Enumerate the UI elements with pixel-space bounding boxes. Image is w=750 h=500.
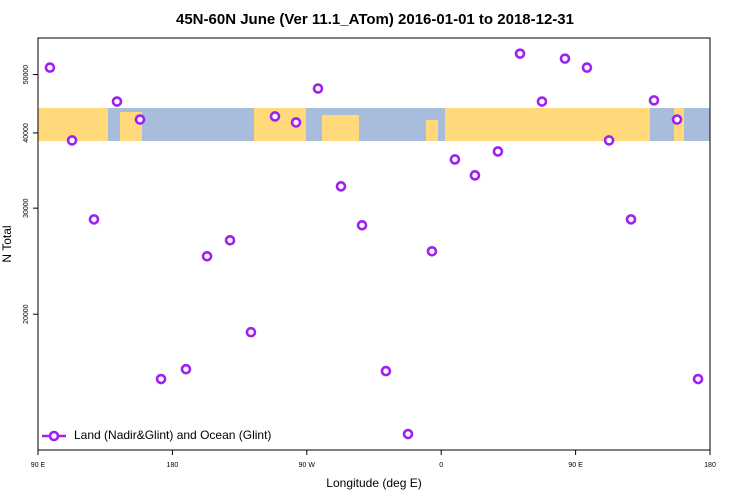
point <box>559 53 571 64</box>
y-tick-label: 20000 <box>23 304 30 324</box>
x-tick-label: 180 <box>704 462 716 469</box>
point <box>155 373 167 385</box>
point <box>625 214 637 225</box>
legend-marker <box>48 430 60 442</box>
x-tick-label: 90 E <box>31 462 46 469</box>
map-band <box>38 108 710 141</box>
point <box>356 219 368 231</box>
point <box>66 135 78 146</box>
x-tick-label: 180 <box>167 462 179 469</box>
x-tick-label: 90 W <box>299 462 316 469</box>
point <box>245 326 257 338</box>
point <box>603 135 615 146</box>
point <box>180 363 192 375</box>
x-tick-label: 90 E <box>568 462 583 469</box>
point <box>88 214 100 225</box>
y-axis-label: N Total <box>0 225 14 262</box>
point <box>692 373 704 385</box>
y-tick-label: 40000 <box>23 123 30 143</box>
y-tick-label: 50000 <box>23 65 30 85</box>
point <box>426 245 438 257</box>
point <box>201 250 213 262</box>
point <box>335 181 347 192</box>
point <box>449 154 461 165</box>
point <box>290 117 302 128</box>
point <box>44 62 56 73</box>
point <box>380 365 392 377</box>
point <box>492 146 504 157</box>
point <box>469 170 481 181</box>
x-axis-label: Longitude (deg E) <box>326 476 421 490</box>
point <box>312 83 324 94</box>
point <box>581 62 593 73</box>
point <box>111 96 123 107</box>
point <box>224 235 236 246</box>
point <box>402 428 414 440</box>
point <box>269 111 281 122</box>
point <box>514 48 526 59</box>
point <box>536 96 548 107</box>
x-tick-label: 0 <box>439 462 443 469</box>
chart-title: 45N-60N June (Ver 11.1_ATom) 2016-01-01 … <box>176 11 574 28</box>
point <box>671 114 683 125</box>
y-tick-label: 30000 <box>23 198 30 218</box>
point <box>134 114 146 125</box>
legend-label: Land (Nadir&Glint) and Ocean (Glint) <box>74 428 271 442</box>
point <box>648 95 660 106</box>
plot-frame <box>37 37 711 451</box>
